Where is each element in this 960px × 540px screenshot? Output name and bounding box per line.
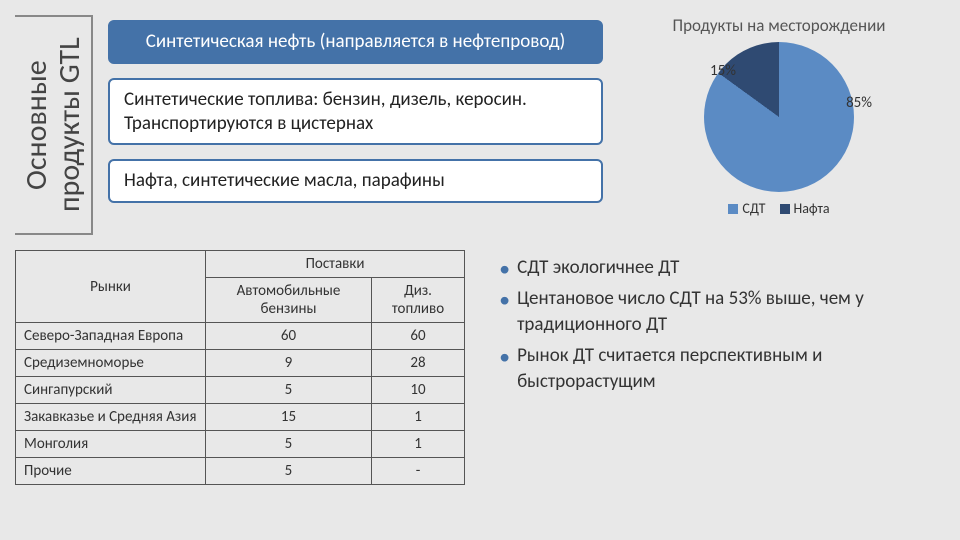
table-row: Закавказье и Средняя Азия151 <box>16 404 465 431</box>
table-row-label: Закавказье и Средняя Азия <box>16 404 206 431</box>
pie-slice-label: 15% <box>710 62 736 80</box>
table-cell: 60 <box>371 323 464 350</box>
table-row: Средиземноморье928 <box>16 350 465 377</box>
table-cell: 1 <box>371 431 464 458</box>
table-row: Прочие5- <box>16 458 465 485</box>
table-header-supplies: Поставки <box>206 251 465 278</box>
table-cell: 5 <box>206 377 372 404</box>
bullet-item: СДТ экологичнее ДТ <box>495 255 935 282</box>
bars-column: Синтетическая нефть (направляется в нефт… <box>108 20 603 203</box>
table-row-label: Северо-Западная Европа <box>16 323 206 350</box>
bar-item: Нафта, синтетические масла, парафины <box>108 159 603 203</box>
legend-swatch <box>728 204 738 214</box>
table-row-label: Монголия <box>16 431 206 458</box>
table-row: Северо-Западная Европа6060 <box>16 323 465 350</box>
table-cell: 1 <box>371 404 464 431</box>
table-cell: 5 <box>206 458 372 485</box>
table-row-label: Сингапурский <box>16 377 206 404</box>
bottom-row: Рынки Поставки Автомобильные бензины Диз… <box>0 245 960 495</box>
pie-slice-label: 85% <box>846 94 872 112</box>
table-col-header: Диз. топливо <box>371 278 464 323</box>
legend-item: СДТ <box>728 200 765 217</box>
table-row-label: Средиземноморье <box>16 350 206 377</box>
bullet-item: Центановое число СДТ на 53% выше, чем у … <box>495 286 935 339</box>
legend-swatch <box>780 204 790 214</box>
table-col-header: Автомобильные бензины <box>206 278 372 323</box>
table-cell: 28 <box>371 350 464 377</box>
markets-table: Рынки Поставки Автомобильные бензины Диз… <box>15 250 465 485</box>
table-row: Монголия51 <box>16 431 465 458</box>
legend-label: СДТ <box>742 200 765 217</box>
table-header-markets: Рынки <box>16 251 206 323</box>
table-cell: 9 <box>206 350 372 377</box>
table-cell: 15 <box>206 404 372 431</box>
pie-chart: 15% 85% <box>704 42 854 192</box>
bar-item: Синтетическая нефть (направляется в нефт… <box>108 20 603 64</box>
bullets-block: СДТ экологичнее ДТ Центановое число СДТ н… <box>495 250 935 400</box>
bullet-item: Рынок ДТ считается перспективным и быстр… <box>495 343 935 396</box>
table-cell: 10 <box>371 377 464 404</box>
legend-item: Нафта <box>780 200 830 217</box>
pie-legend: СДТ Нафта <box>618 200 940 217</box>
vertical-title: Основные продукты GTL <box>15 15 93 235</box>
pie-column: Продукты на месторождении 15% 85% СДТ На… <box>618 15 940 217</box>
top-row: Основные продукты GTL Синтетическая нефт… <box>0 0 960 245</box>
table-cell: - <box>371 458 464 485</box>
table-cell: 60 <box>206 323 372 350</box>
bar-item: Синтетические топлива: бензин, дизель, к… <box>108 78 603 146</box>
table-row-label: Прочие <box>16 458 206 485</box>
pie-title: Продукты на месторождении <box>618 15 940 36</box>
table-cell: 5 <box>206 431 372 458</box>
legend-label: Нафта <box>794 200 830 217</box>
table-row: Сингапурский510 <box>16 377 465 404</box>
